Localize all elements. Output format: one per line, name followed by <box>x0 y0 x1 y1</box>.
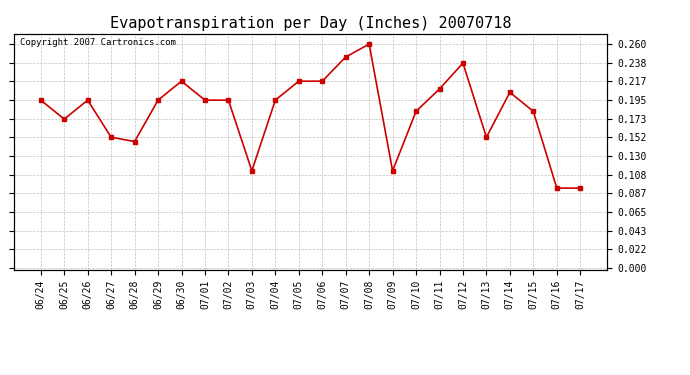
Title: Evapotranspiration per Day (Inches) 20070718: Evapotranspiration per Day (Inches) 2007… <box>110 16 511 31</box>
Text: Copyright 2007 Cartronics.com: Copyright 2007 Cartronics.com <box>20 39 176 48</box>
